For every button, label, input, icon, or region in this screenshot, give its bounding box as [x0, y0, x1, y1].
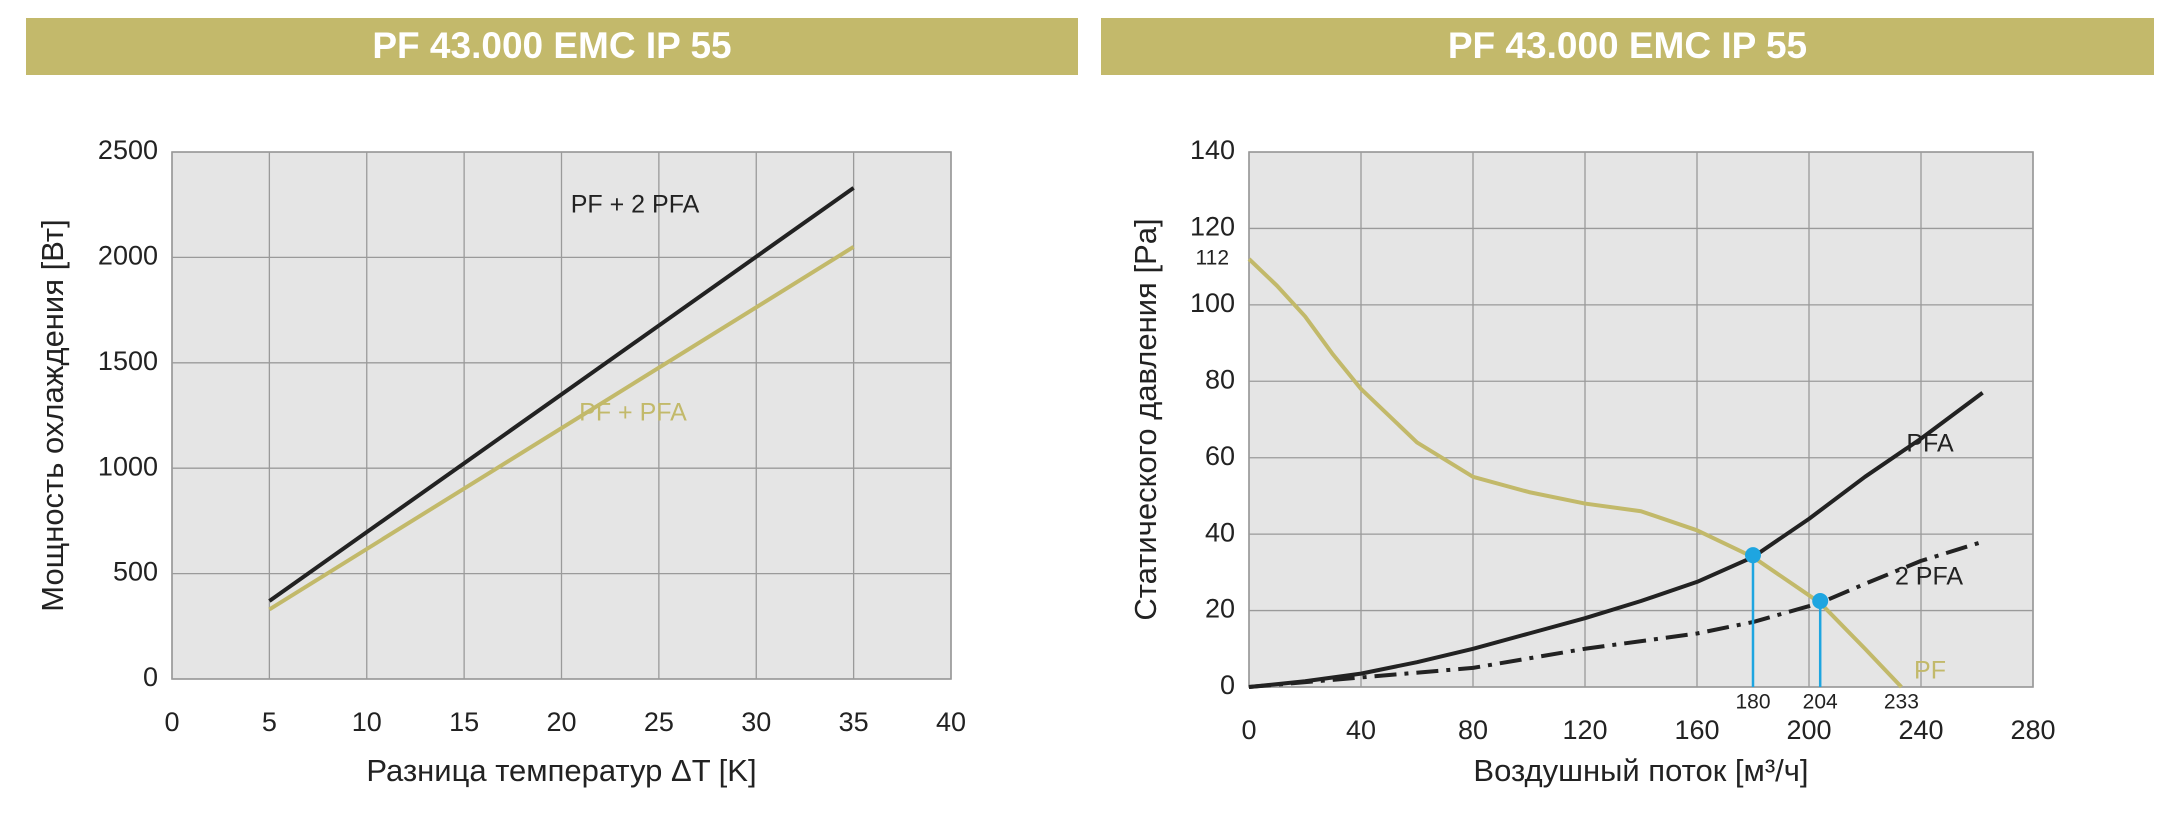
series-line — [1248, 391, 1984, 689]
chart: PF 43.000 EMC IP 55 0 5 10 15 20 25 30 35 40 0 500 1… — [26, 18, 1078, 788]
series-label: PF + PFA — [579, 399, 687, 427]
series-label: PF — [1914, 657, 1946, 685]
series-label: 2 PFA — [1895, 563, 1963, 591]
x-tick-label: 160 — [1674, 715, 1719, 745]
y-tick-label: 120 — [1190, 212, 1235, 242]
y-tick-label: 0 — [1220, 670, 1235, 700]
operating-point — [1812, 593, 1829, 610]
y-tick-label: 0 — [143, 662, 158, 692]
x-tick-label: 5 — [262, 707, 277, 737]
y-tick-label: 1000 — [98, 451, 158, 481]
x-tick-label: 0 — [1241, 715, 1256, 745]
x-annotation: 180 — [1735, 691, 1770, 714]
x-tick-label: 120 — [1562, 715, 1607, 745]
chart-title: PF 43.000 EMC IP 55 — [1448, 25, 1807, 66]
x-tick-label: 240 — [1898, 715, 1943, 745]
y-tick-label: 140 — [1190, 135, 1235, 165]
x-tick-label: 20 — [546, 707, 576, 737]
x-tick-label: 200 — [1786, 715, 1831, 745]
series-label: PFA — [1906, 430, 1954, 458]
title-banner — [1101, 18, 2154, 75]
y-tick-label: 20 — [1205, 594, 1235, 624]
x-tick-label: 40 — [1346, 715, 1376, 745]
x-tick-label: 10 — [352, 707, 382, 737]
x-tick-label: 40 — [936, 707, 966, 737]
x-tick-label: 30 — [741, 707, 771, 737]
x-tick-label: 80 — [1458, 715, 1488, 745]
x-annotation: 204 — [1803, 691, 1838, 714]
x-tick-label: 25 — [644, 707, 674, 737]
y-tick-label: 2000 — [98, 241, 158, 271]
x-axis-label: Разница температур ΔT [K] — [366, 753, 756, 788]
plot-area — [1248, 151, 2034, 688]
chart: PF 43.000 EMC IP 55 0 40 80 120 160 200 240 280 0… — [1101, 18, 2154, 788]
series-line — [268, 245, 855, 612]
y-axis-label: Мощность охлаждения [Вт] — [35, 219, 70, 611]
series-line — [268, 186, 855, 603]
y-tick-label: 2500 — [98, 135, 158, 165]
x-tick-label: 280 — [2010, 715, 2055, 745]
series-label: PF + 2 PFA — [571, 191, 700, 219]
series-line — [1248, 539, 1984, 689]
y-tick-label: 100 — [1190, 288, 1235, 318]
y-tick-label: 60 — [1205, 441, 1235, 471]
chart-title: PF 43.000 EMC IP 55 — [372, 25, 731, 66]
y-tick-label: 1500 — [98, 346, 158, 376]
x-tick-label: 35 — [839, 707, 869, 737]
x-annotation: 233 — [1884, 691, 1919, 714]
y-annotation: 112 — [1196, 247, 1229, 270]
y-axis-label: Статического давления [Pa] — [1128, 218, 1163, 620]
y-tick-label: 80 — [1205, 364, 1235, 394]
y-tick-label: 40 — [1205, 517, 1235, 547]
x-tick-label: 0 — [164, 707, 179, 737]
operating-point — [1745, 547, 1761, 564]
x-axis-label: Воздушный поток [м³/ч] — [1473, 753, 1808, 788]
x-tick-label: 15 — [449, 707, 479, 737]
title-banner — [26, 18, 1078, 75]
y-tick-label: 500 — [113, 557, 158, 587]
